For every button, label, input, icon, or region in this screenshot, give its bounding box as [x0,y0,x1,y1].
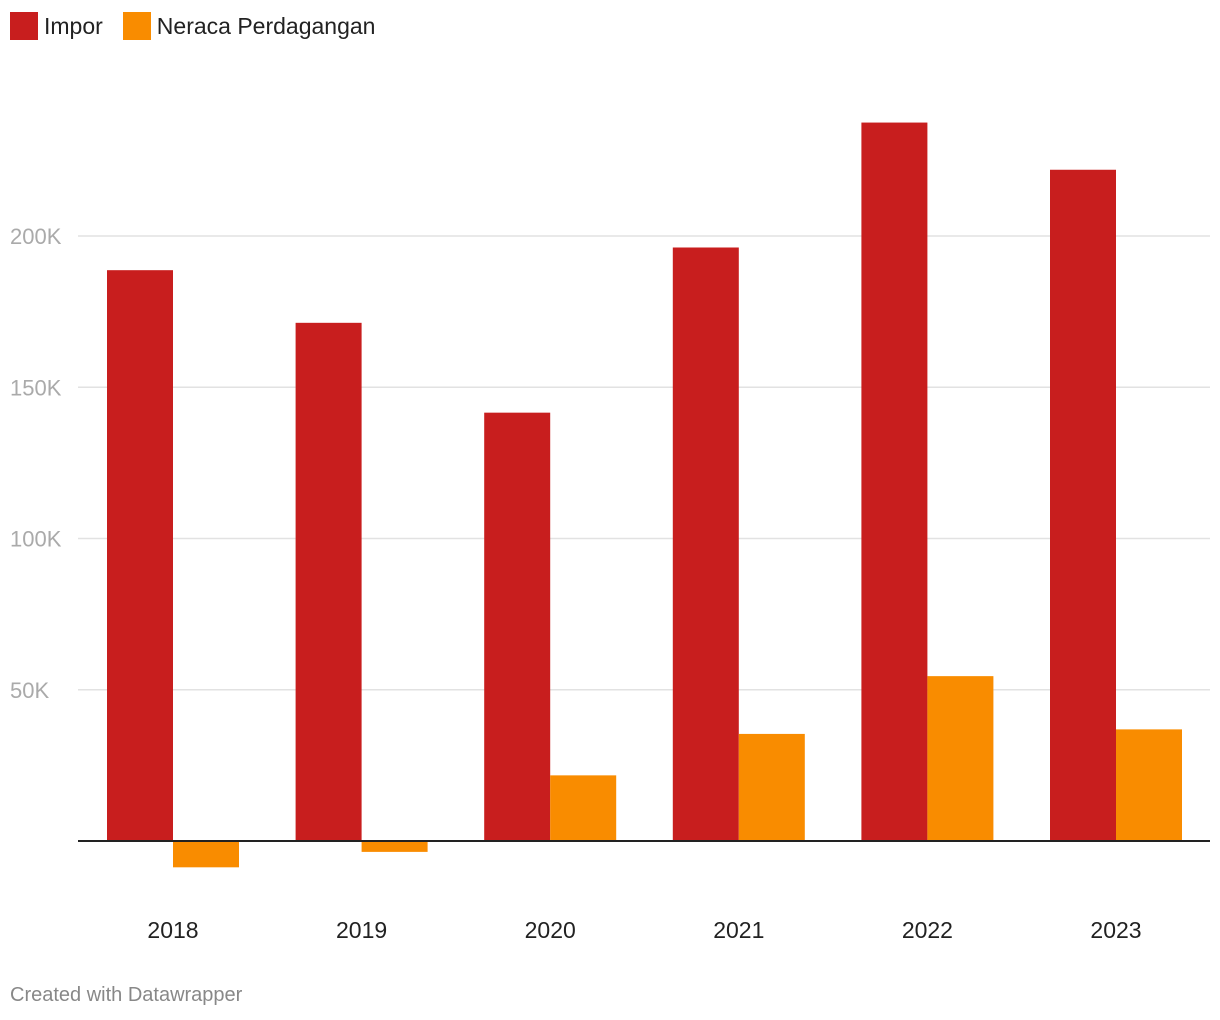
bar-impor-2019 [295,322,362,841]
bar-neraca-perdagangan-2022 [927,676,994,841]
legend-label-impor: Impor [44,12,103,39]
bar-neraca-perdagangan-2019 [361,841,428,852]
legend-label-neraca-perdagangan: Neraca Perdagangan [156,12,376,39]
bar-neraca-perdagangan-2021 [738,733,805,841]
legend-item-impor[interactable]: Impor [10,12,103,40]
x-tick-label: 2021 [713,917,764,943]
x-tick-label: 2019 [336,917,387,943]
bar-impor-2021 [672,247,739,841]
x-tick-label: 2022 [902,917,953,943]
y-tick-label: 150K [10,375,62,400]
y-tick-label: 200K [10,224,62,249]
bar-impor-2023 [1050,169,1116,841]
bar-neraca-perdagangan-2020 [550,775,617,841]
legend: Impor Neraca Perdagangan [10,12,395,40]
bar-neraca-perdagangan-2018 [173,841,239,868]
x-tick-label: 2020 [525,917,576,943]
y-tick-label: 100K [10,527,62,552]
bar-impor-2022 [861,122,928,841]
y-tick-label: 50K [10,678,49,703]
bar-impor-2020 [484,412,551,841]
footer-credit: Created with Datawrapper [10,984,243,1006]
legend-item-neraca-perdagangan[interactable]: Neraca Perdagangan [122,12,376,40]
x-tick-label: 2023 [1090,917,1141,943]
x-tick-label: 2018 [147,917,198,943]
bar-impor-2018 [107,270,173,841]
legend-swatch-impor [10,12,38,40]
bar-neraca-perdagangan-2023 [1116,729,1182,841]
legend-swatch-neraca-perdagangan [122,12,151,40]
